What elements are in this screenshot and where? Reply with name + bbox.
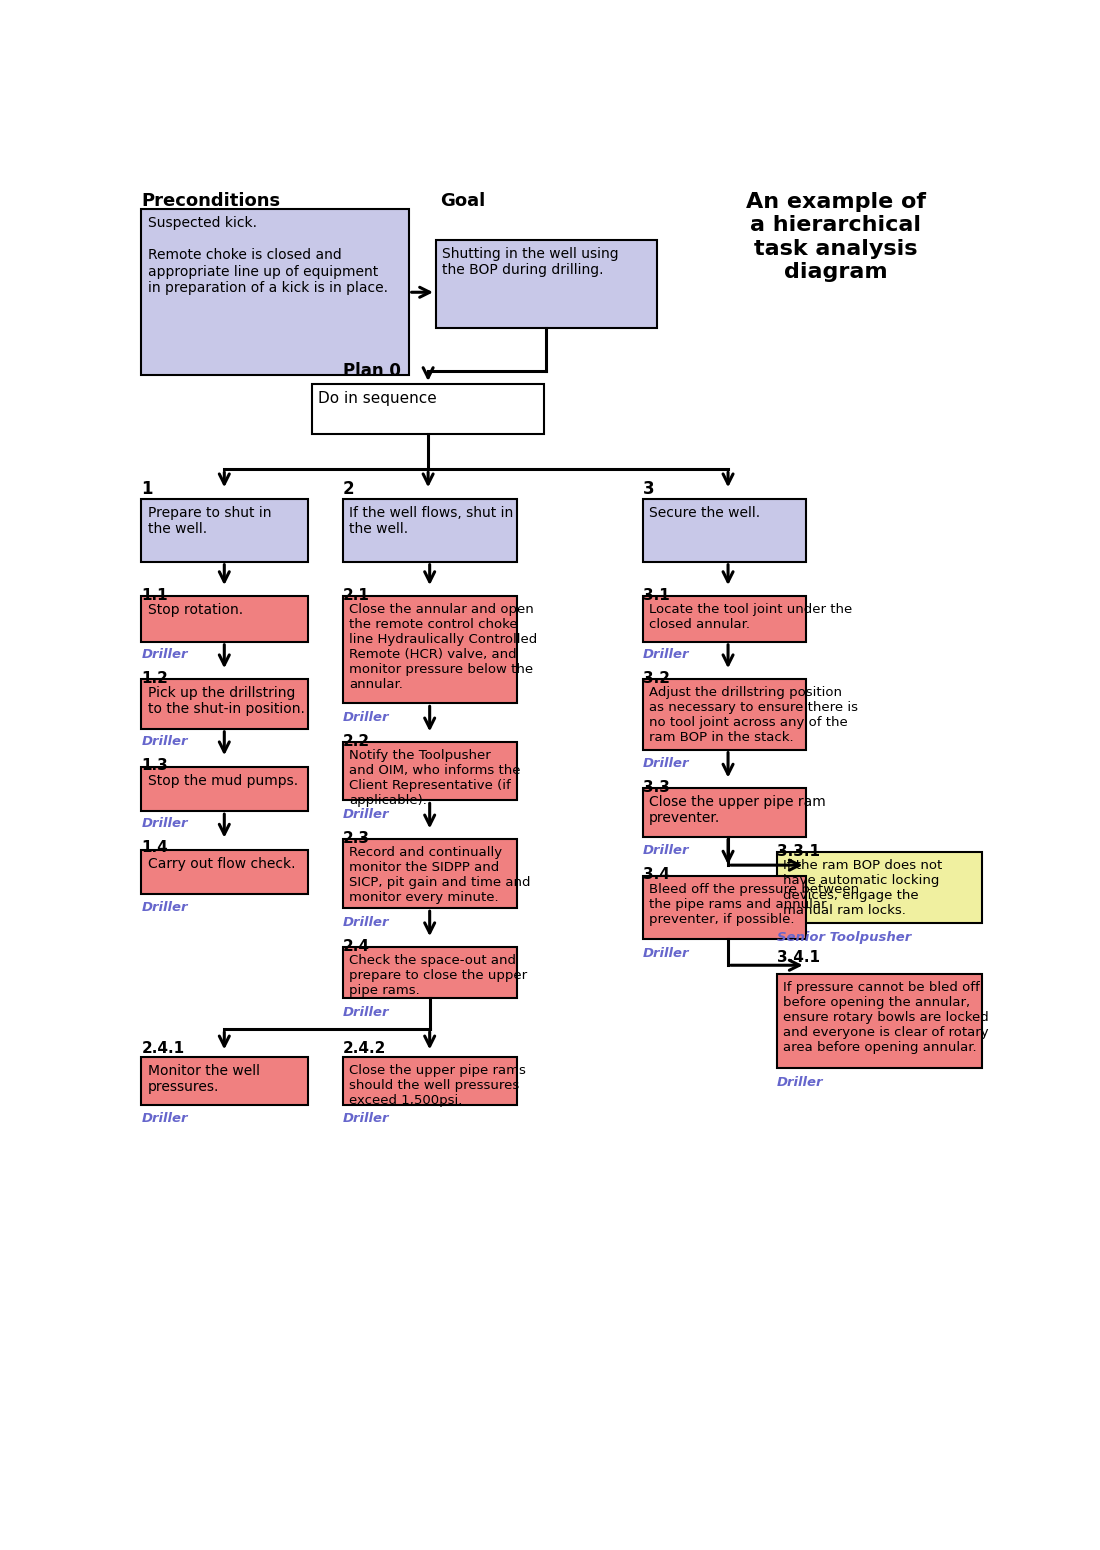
Text: 2.4: 2.4 bbox=[343, 939, 370, 955]
Text: 1.4: 1.4 bbox=[142, 840, 168, 856]
Text: 3.2: 3.2 bbox=[642, 671, 670, 687]
Text: 2.3: 2.3 bbox=[343, 831, 370, 846]
Text: If pressure cannot be bled off
before opening the annular,
ensure rotary bowls a: If pressure cannot be bled off before op… bbox=[783, 981, 989, 1054]
Text: Preconditions: Preconditions bbox=[142, 192, 280, 211]
Text: 1.1: 1.1 bbox=[142, 587, 168, 603]
Text: Pick up the drillstring
to the shut-in position.: Pick up the drillstring to the shut-in p… bbox=[147, 685, 305, 716]
FancyBboxPatch shape bbox=[343, 595, 517, 704]
FancyBboxPatch shape bbox=[642, 876, 805, 939]
FancyBboxPatch shape bbox=[642, 595, 805, 642]
FancyBboxPatch shape bbox=[777, 853, 982, 922]
FancyBboxPatch shape bbox=[142, 849, 308, 894]
Text: Monitor the well
pressures.: Monitor the well pressures. bbox=[147, 1063, 260, 1094]
FancyBboxPatch shape bbox=[343, 1057, 517, 1105]
FancyBboxPatch shape bbox=[777, 973, 982, 1068]
Text: 3.1: 3.1 bbox=[642, 587, 670, 603]
Text: 2.4.1: 2.4.1 bbox=[142, 1040, 185, 1056]
Text: 1: 1 bbox=[142, 480, 153, 498]
FancyBboxPatch shape bbox=[642, 499, 805, 561]
Text: Record and continually
monitor the SIDPP and
SICP, pit gain and time and
monitor: Record and continually monitor the SIDPP… bbox=[349, 846, 530, 904]
Text: 3: 3 bbox=[642, 480, 654, 498]
Text: Shutting in the well using
the BOP during drilling.: Shutting in the well using the BOP durin… bbox=[442, 246, 618, 277]
FancyBboxPatch shape bbox=[343, 499, 517, 561]
FancyBboxPatch shape bbox=[142, 595, 308, 642]
Text: Notify the Toolpusher
and OIM, who informs the
Client Representative (if
applica: Notify the Toolpusher and OIM, who infor… bbox=[349, 749, 520, 808]
Text: 1.2: 1.2 bbox=[142, 671, 168, 687]
FancyBboxPatch shape bbox=[142, 679, 308, 728]
FancyBboxPatch shape bbox=[343, 742, 517, 800]
FancyBboxPatch shape bbox=[642, 787, 805, 837]
FancyBboxPatch shape bbox=[312, 384, 544, 434]
Text: Prepare to shut in
the well.: Prepare to shut in the well. bbox=[147, 505, 271, 536]
Text: Bleed off the pressure between
the pipe rams and annular
preventer, if possible.: Bleed off the pressure between the pipe … bbox=[649, 883, 859, 925]
Text: 3.3.1: 3.3.1 bbox=[777, 845, 820, 859]
FancyBboxPatch shape bbox=[142, 209, 409, 375]
Text: Senior Toolpusher: Senior Toolpusher bbox=[777, 932, 911, 944]
Text: Stop the mud pumps.: Stop the mud pumps. bbox=[147, 773, 298, 787]
Text: Carry out flow check.: Carry out flow check. bbox=[147, 857, 295, 871]
Text: Secure the well.: Secure the well. bbox=[649, 505, 760, 519]
Text: Driller: Driller bbox=[642, 843, 690, 857]
Text: 2.2: 2.2 bbox=[343, 735, 370, 749]
Text: 2.1: 2.1 bbox=[343, 587, 370, 603]
Text: If the well flows, shut in
the well.: If the well flows, shut in the well. bbox=[349, 505, 514, 536]
Text: Driller: Driller bbox=[642, 947, 690, 959]
Text: Driller: Driller bbox=[343, 916, 389, 928]
FancyBboxPatch shape bbox=[343, 947, 517, 998]
Text: 3.4: 3.4 bbox=[642, 868, 670, 882]
Text: Check the space-out and
prepare to close the upper
pipe rams.: Check the space-out and prepare to close… bbox=[349, 953, 527, 997]
FancyBboxPatch shape bbox=[642, 679, 805, 750]
Text: Do in sequence: Do in sequence bbox=[318, 391, 437, 406]
Text: 3.4.1: 3.4.1 bbox=[777, 950, 820, 964]
Text: Close the upper pipe rams
should the well pressures
exceed 1,500psi.: Close the upper pipe rams should the wel… bbox=[349, 1063, 526, 1107]
Text: Suspected kick.

Remote choke is closed and
appropriate line up of equipment
in : Suspected kick. Remote choke is closed a… bbox=[147, 215, 387, 294]
Text: Driller: Driller bbox=[343, 1006, 389, 1018]
Text: 2: 2 bbox=[343, 480, 354, 498]
Text: Driller: Driller bbox=[142, 648, 188, 660]
Text: Goal: Goal bbox=[440, 192, 485, 211]
Text: Driller: Driller bbox=[142, 901, 188, 913]
Text: Driller: Driller bbox=[642, 758, 690, 770]
Text: Driller: Driller bbox=[142, 735, 188, 749]
Text: Driller: Driller bbox=[777, 1076, 824, 1090]
FancyBboxPatch shape bbox=[142, 499, 308, 561]
Text: If the ram BOP does not
have automatic locking
devices, engage the
manual ram lo: If the ram BOP does not have automatic l… bbox=[783, 859, 943, 918]
Text: Locate the tool joint under the
closed annular.: Locate the tool joint under the closed a… bbox=[649, 603, 852, 631]
Text: An example of
a hierarchical
task analysis
diagram: An example of a hierarchical task analys… bbox=[746, 192, 926, 282]
FancyBboxPatch shape bbox=[142, 767, 308, 811]
Text: Stop rotation.: Stop rotation. bbox=[147, 603, 243, 617]
Text: Driller: Driller bbox=[343, 808, 389, 822]
Text: Driller: Driller bbox=[343, 1111, 389, 1125]
Text: Driller: Driller bbox=[343, 711, 389, 724]
Text: Driller: Driller bbox=[142, 817, 188, 831]
Text: Driller: Driller bbox=[642, 648, 690, 660]
FancyBboxPatch shape bbox=[142, 1057, 308, 1105]
FancyBboxPatch shape bbox=[343, 839, 517, 908]
Text: Driller: Driller bbox=[142, 1111, 188, 1125]
Text: 2.4.2: 2.4.2 bbox=[343, 1040, 386, 1056]
Text: Adjust the drillstring position
as necessary to ensure there is
no tool joint ac: Adjust the drillstring position as neces… bbox=[649, 685, 858, 744]
Text: Close the upper pipe ram
preventer.: Close the upper pipe ram preventer. bbox=[649, 795, 826, 825]
FancyBboxPatch shape bbox=[436, 240, 657, 329]
Text: 1.3: 1.3 bbox=[142, 758, 168, 773]
Text: Close the annular and open
the remote control choke
line Hydraulically Controlle: Close the annular and open the remote co… bbox=[349, 603, 537, 691]
Text: 3.3: 3.3 bbox=[642, 781, 670, 795]
Text: Plan 0: Plan 0 bbox=[343, 361, 400, 380]
